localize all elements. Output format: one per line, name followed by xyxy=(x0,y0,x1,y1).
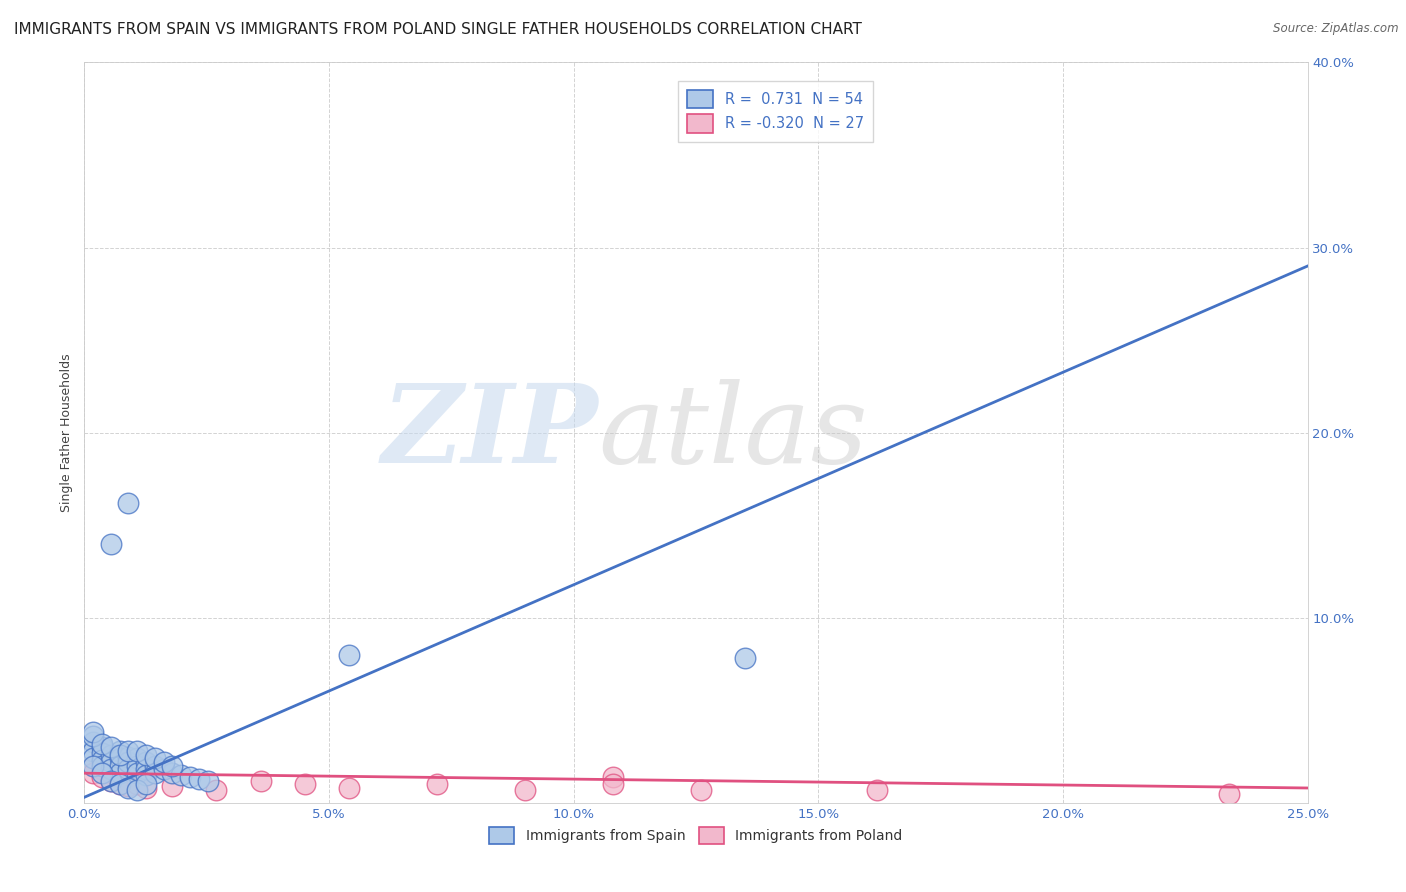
Point xyxy=(87,747,110,762)
Point xyxy=(87,773,110,788)
Point xyxy=(103,744,125,758)
Legend: Immigrants from Spain, Immigrants from Poland: Immigrants from Spain, Immigrants from P… xyxy=(482,820,910,851)
Point xyxy=(87,536,110,550)
Point xyxy=(97,763,120,777)
Text: atlas: atlas xyxy=(598,379,868,486)
Point xyxy=(97,744,120,758)
Point xyxy=(1247,773,1270,788)
Point xyxy=(87,763,110,777)
Point xyxy=(93,758,115,772)
Point xyxy=(103,751,125,765)
Point xyxy=(77,766,100,780)
Point xyxy=(103,777,125,791)
Point xyxy=(122,758,145,772)
Point xyxy=(93,766,115,780)
Point xyxy=(172,773,194,788)
Point xyxy=(93,777,115,791)
Text: IMMIGRANTS FROM SPAIN VS IMMIGRANTS FROM POLAND SINGLE FATHER HOUSEHOLDS CORRELA: IMMIGRANTS FROM SPAIN VS IMMIGRANTS FROM… xyxy=(14,22,862,37)
Point xyxy=(93,751,115,765)
Point xyxy=(122,766,145,780)
Point xyxy=(83,746,105,760)
Point xyxy=(513,782,536,797)
Point xyxy=(83,770,105,784)
Point xyxy=(142,773,165,788)
Point xyxy=(103,758,125,772)
Point xyxy=(856,779,879,793)
Point xyxy=(87,740,110,755)
Point xyxy=(93,747,115,762)
Point xyxy=(219,648,242,662)
Point xyxy=(83,753,105,767)
Point xyxy=(122,779,145,793)
Y-axis label: Single Father Households: Single Father Households xyxy=(59,353,73,512)
Point xyxy=(107,755,129,769)
Point xyxy=(77,725,100,739)
Point xyxy=(97,749,120,764)
Point xyxy=(709,787,731,801)
Point xyxy=(132,770,155,784)
Point xyxy=(112,758,135,772)
Point xyxy=(107,777,129,791)
Point xyxy=(83,763,105,777)
Point xyxy=(93,777,115,791)
Point xyxy=(107,747,129,762)
Point xyxy=(103,782,125,797)
Text: Source: ZipAtlas.com: Source: ZipAtlas.com xyxy=(1274,22,1399,36)
Point xyxy=(103,766,125,780)
Point xyxy=(112,766,135,780)
Point xyxy=(97,780,120,795)
Point xyxy=(77,758,100,772)
Point xyxy=(440,651,463,665)
Point xyxy=(367,777,389,791)
Point xyxy=(117,763,139,777)
Point xyxy=(807,268,830,283)
Point xyxy=(97,779,120,793)
Point xyxy=(112,751,135,765)
Point xyxy=(416,782,439,797)
Point xyxy=(77,758,100,772)
Point xyxy=(87,766,110,780)
Text: ZIP: ZIP xyxy=(381,379,598,486)
Point xyxy=(97,773,120,788)
Point xyxy=(93,744,115,758)
Point xyxy=(107,780,129,795)
Point xyxy=(107,763,129,777)
Point xyxy=(83,740,105,755)
Point xyxy=(146,782,169,797)
Point xyxy=(117,755,139,769)
Point xyxy=(77,744,100,758)
Point xyxy=(77,729,100,743)
Point xyxy=(195,777,218,791)
Point xyxy=(77,751,100,765)
Point xyxy=(87,773,110,788)
Point xyxy=(1052,777,1074,791)
Point xyxy=(93,770,115,784)
Point xyxy=(219,780,242,795)
Point xyxy=(269,777,291,791)
Point xyxy=(367,770,389,784)
Point xyxy=(127,768,149,782)
Point xyxy=(83,758,105,772)
Point xyxy=(318,782,340,797)
Point xyxy=(87,755,110,769)
Point xyxy=(97,755,120,769)
Point xyxy=(83,766,105,780)
Point xyxy=(136,772,159,786)
Point xyxy=(97,496,120,510)
Point xyxy=(83,737,105,751)
Point xyxy=(77,735,100,749)
Point xyxy=(107,768,129,782)
